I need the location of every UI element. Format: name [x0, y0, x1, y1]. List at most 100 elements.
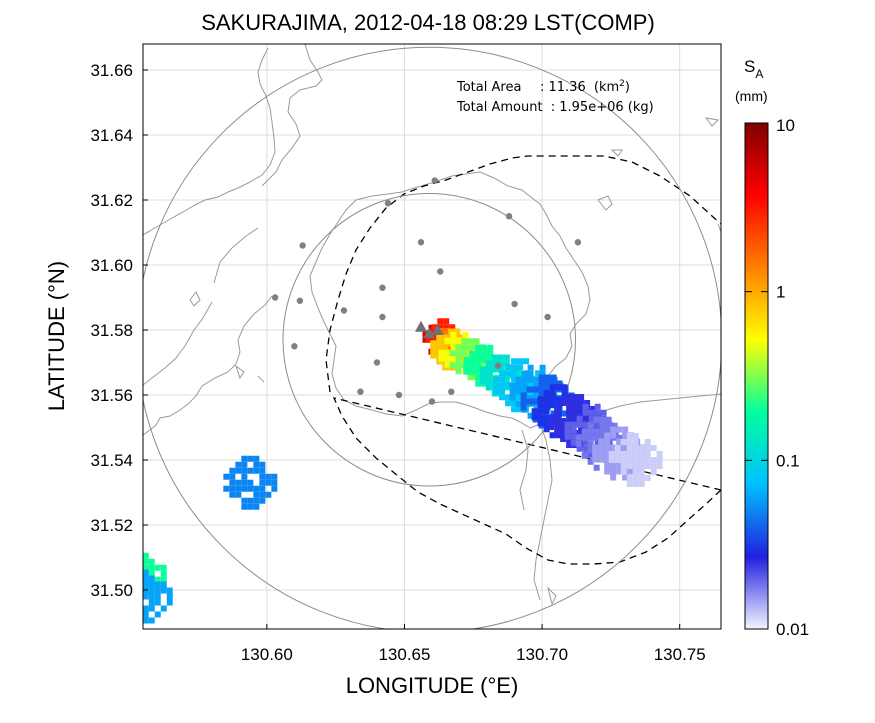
- ash-cell: [566, 400, 573, 406]
- volcano-vent-marker: [414, 320, 427, 332]
- ash-cell: [166, 599, 173, 606]
- ash-cell: [575, 434, 582, 441]
- ash-cell: [527, 364, 534, 371]
- station-marker: [379, 313, 386, 321]
- y-tick-label: 31.58: [90, 321, 133, 340]
- ash-cell: [241, 473, 248, 480]
- ash-cell: [491, 360, 498, 367]
- ash-cell: [479, 372, 486, 379]
- ash-cell: [515, 388, 522, 395]
- ash-cell: [593, 434, 600, 441]
- ash-cell: [610, 462, 617, 469]
- ash-cell: [444, 337, 451, 344]
- ash-cell: [626, 475, 633, 481]
- ash-cell: [271, 485, 278, 492]
- ash-cell: [543, 414, 550, 421]
- ash-cell: [455, 350, 462, 357]
- ash-cell: [544, 386, 551, 393]
- ash-cell: [560, 400, 567, 406]
- ash-cell: [479, 362, 486, 369]
- colorbar-tick-label: 1: [776, 283, 785, 302]
- ash-cell: [532, 398, 539, 405]
- ash-cell: [259, 485, 266, 492]
- ash-cell: [253, 491, 260, 498]
- ash-cell: [517, 394, 524, 401]
- ash-cell: [475, 374, 482, 381]
- y-tick-label: 31.54: [90, 451, 133, 470]
- ash-cell: [253, 455, 260, 462]
- ash-cell: [137, 553, 143, 559]
- radar-range-ring: [143, 46, 721, 629]
- ash-cell: [450, 355, 457, 362]
- svg-text:Total Area : 11.36: Total Area : 11.36 (km2): [456, 79, 630, 95]
- ash-cell: [511, 364, 518, 371]
- ash-cell: [137, 565, 143, 571]
- ash-cell: [265, 473, 272, 480]
- ash-cell: [487, 344, 494, 351]
- ash-cell: [154, 576, 161, 583]
- ash-cell: [650, 457, 657, 463]
- ash-cell: [570, 439, 577, 446]
- ash-cell: [578, 400, 585, 406]
- ash-cell: [582, 409, 589, 416]
- ash-cell: [644, 445, 651, 451]
- ash-cell: [594, 439, 601, 446]
- station-marker: [428, 398, 436, 405]
- colorbar-tick-label: 10: [776, 116, 795, 135]
- ash-cell: [475, 380, 482, 387]
- y-tick-label: 31.56: [90, 386, 133, 405]
- ash-cell: [442, 328, 449, 334]
- ash-cell: [590, 406, 597, 412]
- ash-cell: [556, 380, 563, 387]
- ash-cell: [511, 358, 518, 365]
- ash-cell: [455, 368, 462, 375]
- ash-cell: [235, 467, 242, 474]
- ash-cell: [509, 388, 516, 395]
- ash-cell: [461, 338, 468, 345]
- colorbar-unit: (mm): [735, 88, 768, 104]
- ash-cell: [154, 599, 161, 606]
- ash-cell: [644, 451, 651, 457]
- ash-cell: [475, 344, 482, 351]
- ash-cell: [154, 581, 161, 588]
- ash-cell: [450, 343, 457, 350]
- ash-cell: [578, 430, 585, 436]
- ash-cell: [505, 394, 512, 401]
- ash-cell: [143, 552, 149, 559]
- ash-cell: [143, 569, 149, 576]
- ash-cell: [247, 485, 254, 492]
- ash-cell: [505, 382, 512, 389]
- ash-cell: [160, 605, 167, 612]
- ash-cell: [247, 455, 254, 462]
- ash-cell: [578, 406, 585, 412]
- ash-cell: [436, 334, 443, 341]
- x-tick-labels: 130.60 130.65 130.70 130.75: [241, 624, 706, 664]
- ash-cell: [549, 384, 556, 391]
- station-marker: [431, 177, 438, 184]
- x-tick-label: 130.70: [516, 645, 568, 664]
- ash-cell: [543, 390, 550, 397]
- ash-cell: [587, 440, 594, 447]
- ash-cell: [235, 491, 242, 498]
- ash-cell: [148, 593, 155, 600]
- ash-cell: [588, 415, 595, 422]
- ash-cell: [582, 439, 589, 446]
- ash-cell: [430, 340, 437, 347]
- ash-cell: [160, 576, 167, 583]
- ash-cell: [143, 617, 149, 624]
- y-tick-label: 31.60: [90, 256, 133, 275]
- ash-cell: [614, 445, 621, 451]
- total-area-value: : 11.36: [540, 80, 586, 95]
- station-marker: [379, 284, 386, 291]
- ash-cell: [271, 473, 278, 480]
- ash-cell: [253, 485, 260, 492]
- ash-cell: [131, 606, 137, 612]
- ash-cell: [610, 474, 617, 481]
- ash-cell: [229, 479, 236, 486]
- ash-cell: [644, 475, 651, 481]
- x-tick-label: 130.75: [654, 645, 706, 664]
- ash-cell: [560, 418, 567, 424]
- ash-cell: [616, 426, 623, 433]
- ash-cell: [582, 445, 589, 452]
- ash-cell: [469, 350, 476, 357]
